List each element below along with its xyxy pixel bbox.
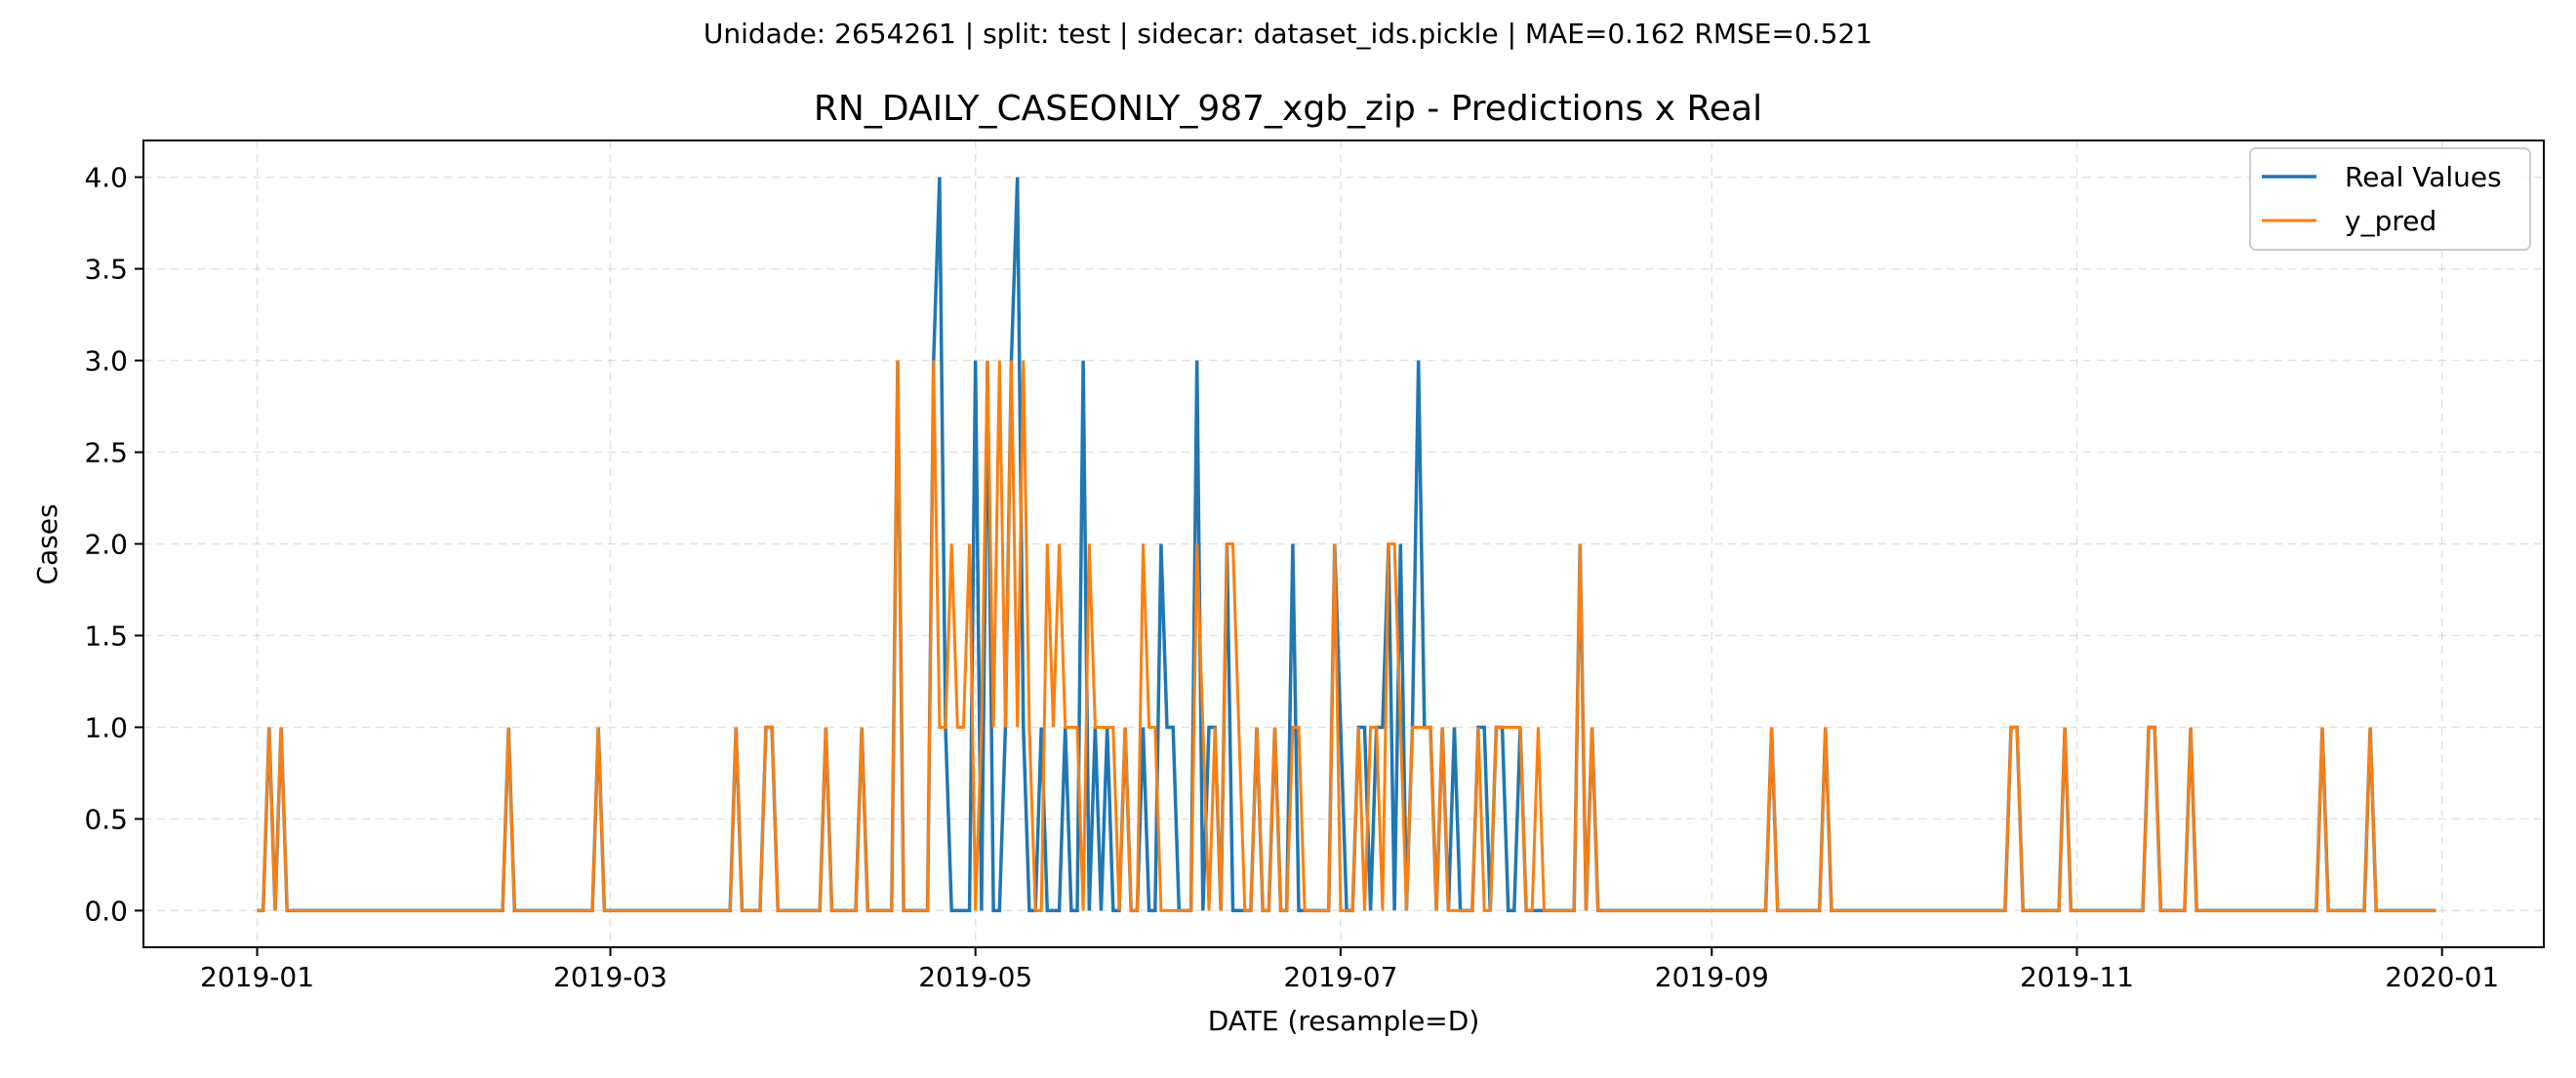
x-tick-label: 2019-01: [200, 961, 314, 993]
x-axis-label: DATE (resample=D): [1208, 1005, 1480, 1037]
y-tick-label: 0.5: [84, 803, 128, 835]
y-tick-label: 1.5: [84, 619, 128, 652]
y-axis: 0.0 0.5 1.0 1.5 2.0 2.5 3.0 3.5 4.0: [84, 162, 143, 927]
x-tick-label: 2020-01: [2385, 961, 2499, 993]
x-tick-label: 2019-07: [1283, 961, 1397, 993]
legend-box: [2249, 147, 2531, 251]
legend-label-y-pred: y_pred: [2345, 205, 2436, 237]
y-tick-label: 4.0: [84, 162, 128, 194]
series-lines: [257, 177, 2436, 913]
y-tick-label: 1.0: [84, 711, 128, 743]
x-tick-label: 2019-09: [1655, 961, 1769, 993]
y-tick-label: 3.5: [84, 254, 128, 286]
legend-label-real-values: Real Values: [2345, 161, 2502, 193]
x-tick-label: 2019-11: [2020, 961, 2134, 993]
x-tick-label: 2019-03: [553, 961, 667, 993]
chart-title: RN_DAILY_CASEONLY_987_xgb_zip - Predicti…: [814, 89, 1762, 129]
x-axis: 2019-01 2019-03 2019-05 2019-07 2019-09 2019-…: [200, 947, 2499, 993]
x-tick-label: 2019-05: [918, 961, 1032, 993]
y-tick-label: 3.0: [84, 345, 128, 378]
y-tick-label: 2.0: [84, 529, 128, 561]
y-tick-label: 0.0: [84, 895, 128, 927]
series-line-y-pred: [257, 360, 2436, 912]
y-axis-label: Cases: [31, 503, 63, 584]
suptitle: Unidade: 2654261 | split: test | sidecar…: [704, 18, 1872, 50]
y-tick-label: 2.5: [84, 437, 128, 469]
legend: Real Values y_pred: [2249, 147, 2531, 251]
